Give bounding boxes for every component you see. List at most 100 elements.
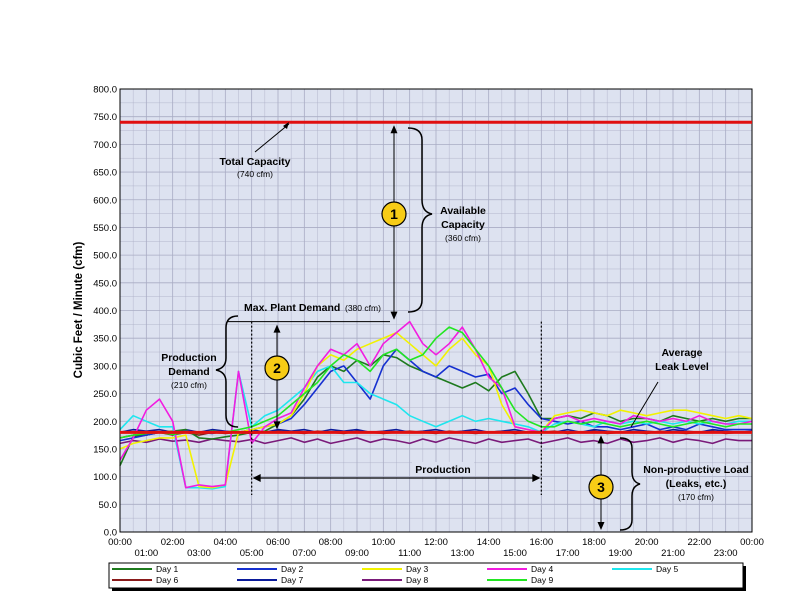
- total-capacity-pointer: [254, 123, 290, 153]
- y-tick-label: 0.0: [104, 528, 117, 539]
- y-tick-label: 500.0: [93, 251, 117, 262]
- x-tick-label: 13:00: [450, 548, 474, 559]
- x-tick-label: 17:00: [556, 548, 580, 559]
- y-tick-label: 800.0: [93, 85, 117, 96]
- production-arrowhead-left: [252, 474, 261, 482]
- marker-1-circle: [381, 201, 407, 227]
- legend-label-1: Day 1: [156, 564, 178, 574]
- max-demand-value: (380 cfm): [345, 303, 381, 313]
- x-tick-label: 00:00: [740, 537, 764, 548]
- y-tick-label: 150.0: [93, 444, 117, 455]
- legend-label-2: Day 2: [281, 564, 303, 574]
- production-demand-brace: [215, 315, 239, 428]
- marker-2-circle: [264, 355, 290, 381]
- y-tick-label: 700.0: [93, 140, 117, 151]
- x-tick-label: 00:00: [108, 537, 132, 548]
- production-arrowhead-right: [532, 474, 541, 482]
- leak-load-arrowhead-top: [597, 435, 605, 444]
- available-capacity-label-2: Capacity: [441, 219, 485, 231]
- x-tick-label: 14:00: [477, 537, 501, 548]
- leak-pointer: [630, 381, 659, 428]
- x-tick-label: 23:00: [714, 548, 738, 559]
- available-capacity-arrowhead-bottom: [390, 311, 398, 320]
- production-demand-label-2: Demand: [168, 366, 209, 378]
- production-demand-arrowhead-top: [273, 324, 281, 333]
- y-tick-label: 400.0: [93, 306, 117, 317]
- y-tick-label: 650.0: [93, 168, 117, 179]
- series-line-day-5: [119, 365, 752, 490]
- x-tick-label: 21:00: [661, 548, 685, 559]
- y-tick-label: 250.0: [93, 389, 117, 400]
- marker-3: 3: [588, 474, 614, 500]
- legend-label-3: Day 3: [406, 564, 428, 574]
- total-capacity-label: Total Capacity: [220, 156, 291, 168]
- legend-box: [108, 562, 744, 589]
- legend: Day 1 Day 2 Day 3 Day 4 Day 5 Day 6 Day 7 Day 8…: [108, 562, 746, 591]
- max-demand-label: Max. Plant Demand: [244, 302, 340, 314]
- leak-load-arrowhead-bottom: [597, 522, 605, 530]
- x-tick-label: 09:00: [345, 548, 369, 559]
- production-label-bg: [412, 462, 474, 476]
- x-tick-label: 03:00: [187, 548, 211, 559]
- marker-2-label: 2: [273, 360, 281, 376]
- x-tick-label: 08:00: [319, 537, 343, 548]
- x-tick-label: 06:00: [266, 537, 290, 548]
- x-tick-label: 15:00: [503, 548, 527, 559]
- x-tick-label: 20:00: [635, 537, 659, 548]
- y-tick-label: 50.0: [99, 500, 118, 511]
- y-tick-label: 200.0: [93, 417, 117, 428]
- total-capacity-pointer-head: [283, 122, 289, 129]
- plot-border: [119, 88, 753, 533]
- x-tick-label: 01:00: [134, 548, 158, 559]
- marker-1-label: 1: [390, 206, 398, 222]
- available-capacity-brace: [407, 127, 433, 313]
- x-tick-label: 10:00: [371, 537, 395, 548]
- x-tick-label: 19:00: [608, 548, 632, 559]
- x-tick-label: 11:00: [398, 548, 421, 559]
- y-tick-label: 600.0: [93, 195, 117, 206]
- series-line-day-4: [119, 320, 753, 489]
- x-tick-label: 02:00: [161, 537, 185, 548]
- series-line-day-8: [119, 437, 752, 445]
- legend-label-8: Day 8: [406, 575, 428, 585]
- marker-1: 1: [381, 201, 407, 227]
- y-axis-ticks: 0.0 50.0 100.0 150.0 200.0 250.0 300.0 350.0 400…: [93, 85, 117, 539]
- marker-2: 2: [264, 355, 290, 381]
- y-tick-label: 350.0: [93, 334, 117, 345]
- y-axis-label: Cubic Feet / Minute (cfm): [73, 241, 85, 378]
- marker-3-label: 3: [597, 479, 605, 495]
- legend-label-9: Day 9: [531, 575, 553, 585]
- y-tick-label: 550.0: [93, 223, 117, 234]
- legend-label-7: Day 7: [281, 575, 303, 585]
- x-tick-label: 18:00: [582, 537, 606, 548]
- average-leak-label-2: Leak Level: [655, 361, 709, 373]
- x-axis-ticks: 00:00 02:00 04:00 06:00 08:00 10:00 12:00 14:00…: [108, 537, 764, 559]
- x-tick-label: 16:00: [529, 537, 553, 548]
- x-tick-label: 07:00: [292, 548, 316, 559]
- y-tick-label: 100.0: [93, 472, 117, 483]
- available-capacity-value: (360 cfm): [445, 233, 481, 243]
- total-capacity-value: (740 cfm): [237, 169, 273, 179]
- non-productive-label-2: (Leaks, etc.): [666, 478, 727, 490]
- legend-items: Day 1 Day 2 Day 3 Day 4 Day 5 Day 6 Day 7 Day 8…: [112, 564, 678, 585]
- average-leak-label-1: Average: [661, 347, 702, 359]
- available-capacity-arrowhead-top: [390, 125, 398, 134]
- legend-label-6: Day 6: [156, 575, 178, 585]
- production-demand-label-1: Production: [161, 352, 216, 364]
- legend-label-4: Day 4: [531, 564, 553, 574]
- production-demand-arrowhead-bottom: [273, 421, 281, 430]
- production-demand-value: (210 cfm): [171, 380, 207, 390]
- y-tick-label: 450.0: [93, 278, 117, 289]
- y-tick-label: 300.0: [93, 361, 117, 372]
- x-tick-label: 04:00: [213, 537, 237, 548]
- available-capacity-label-1: Available: [440, 205, 486, 217]
- non-productive-label-1: Non-productive Load: [643, 464, 749, 476]
- non-productive-value: (170 cfm): [678, 492, 714, 502]
- non-productive-brace: [619, 437, 641, 531]
- marker-3-circle: [588, 474, 614, 500]
- x-tick-label: 22:00: [687, 537, 711, 548]
- legend-label-5: Day 5: [656, 564, 678, 574]
- y-tick-label: 750.0: [93, 112, 117, 123]
- x-tick-label: 12:00: [424, 537, 448, 548]
